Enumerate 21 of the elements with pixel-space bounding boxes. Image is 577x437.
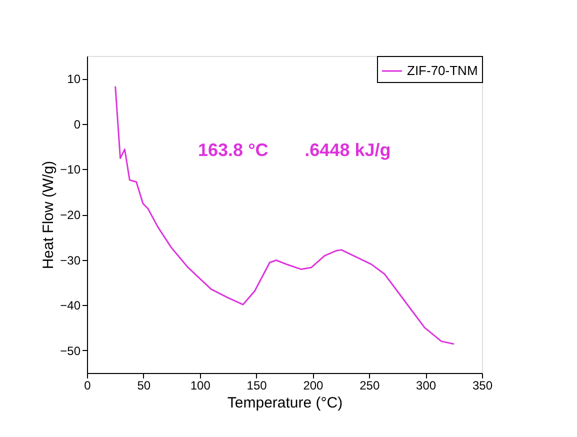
x-axis-title: Temperature (°C) [227,394,343,412]
y-tick-label: −20 [60,208,81,222]
x-tick-label: 0 [84,378,92,392]
y-axis-title: Heat Flow (W/g) [40,160,58,270]
legend-label: ZIF-70-TNM [407,63,478,78]
x-tick-label: 150 [246,378,268,392]
x-tick-label: 300 [416,378,436,392]
annotation: .6448 kJ/g [304,140,391,160]
y-tick-label: −40 [60,298,81,313]
line-series [114,86,455,345]
x-tick-label: 350 [472,378,493,392]
y-tick-label: 0 [74,117,81,132]
annotation: 163.8 °C [198,140,268,160]
y-tick-label: −30 [60,253,81,268]
y-tick-label: −10 [60,162,81,177]
x-tick-label: 100 [190,378,211,392]
y-tick-label: −50 [60,344,81,358]
y-tick-label: 10 [67,72,81,86]
x-tick-label: 200 [303,378,324,392]
x-tick-label: 50 [137,378,151,392]
x-tick-label: 250 [360,378,380,392]
